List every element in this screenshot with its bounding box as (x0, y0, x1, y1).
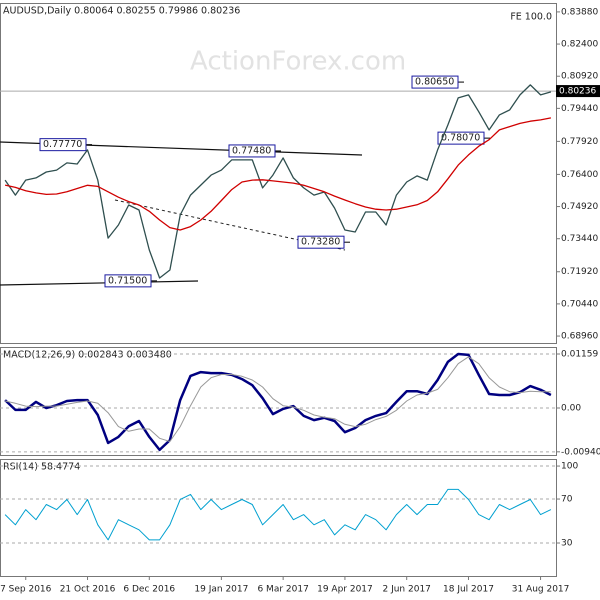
x-tick-label: 19 Jan 2017 (194, 585, 248, 595)
y-tick-label: 0.74920 (561, 202, 598, 212)
x-tick-label: 19 Apr 2017 (317, 585, 373, 595)
price-label-box (411, 75, 459, 89)
y-tick-label: 0.71920 (561, 267, 598, 277)
x-tick-label: 6 Mar 2017 (257, 585, 308, 595)
price-label: 0.71500 (108, 275, 147, 286)
price-label-box (297, 235, 345, 249)
series-line (4, 117, 552, 231)
x-tick-label: 7 Sep 2016 (0, 585, 52, 595)
x-tick-label: 2 Jun 2017 (382, 585, 430, 595)
trendline (0, 280, 199, 286)
price-label-box (39, 138, 87, 152)
y-tick-label: 0.01159 (561, 350, 598, 360)
price-title: AUDUSD,Daily 0.80064 0.80255 0.79986 0.8… (3, 6, 240, 17)
y-tick-label: 0.82400 (561, 40, 598, 50)
y-tick-label: -0.009408 (561, 447, 600, 457)
y-tick-label: 70 (561, 495, 573, 505)
price-label: 0.80650 (415, 77, 454, 88)
price-label: 0.73280 (301, 237, 340, 248)
y-tick-label: 0.77920 (561, 137, 598, 147)
series-line (4, 356, 551, 442)
y-tick-label: 0.76400 (561, 170, 598, 180)
y-tick-label: 0.79440 (561, 104, 598, 114)
price-label-box (437, 131, 485, 145)
y-tick-label: 0.73440 (561, 234, 598, 244)
y-tick-label: 30 (561, 539, 573, 549)
y-tick-label: 0.70440 (561, 299, 598, 309)
y-tick-label: 0.68960 (561, 332, 598, 342)
fe-label: FE 100.0 (510, 12, 552, 23)
price-label: 0.77770 (43, 139, 82, 150)
price-label: 0.77480 (232, 145, 271, 156)
current-price-label: 0.80236 (559, 87, 596, 97)
price-label-box (228, 144, 276, 158)
price-panel (0, 3, 557, 344)
price-label-box (104, 274, 152, 288)
macd-panel (0, 347, 557, 456)
watermark: ActionForex.com (190, 47, 406, 77)
series-line (4, 488, 552, 541)
x-tick-label: 21 Oct 2016 (60, 585, 116, 595)
series-line (4, 84, 552, 279)
y-tick-label: 0.80920 (561, 72, 598, 82)
series-line (4, 352, 552, 452)
rsi-title: RSI(14) 58.4774 (3, 462, 80, 473)
y-tick-label: 100 (561, 462, 578, 472)
rsi-panel (0, 459, 557, 577)
x-tick-label: 31 Aug 2017 (512, 585, 570, 595)
current-price-box (556, 85, 600, 98)
y-tick-label: 0.83880 (561, 7, 598, 17)
x-tick-label: 18 Jul 2017 (443, 585, 494, 595)
macd-title: MACD(12,26,9) 0.002843 0.003480 (3, 350, 172, 361)
y-tick-label: 0.00 (561, 403, 581, 413)
price-label: 0.78070 (441, 133, 480, 144)
x-tick-label: 6 Dec 2016 (123, 585, 175, 595)
